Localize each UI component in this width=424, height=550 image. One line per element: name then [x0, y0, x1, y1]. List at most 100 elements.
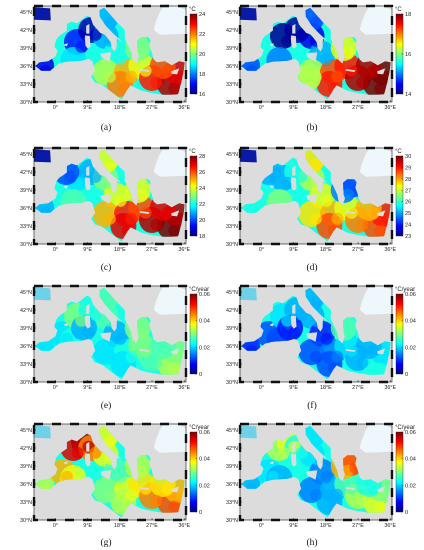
colorbar-tick-label: 0: [199, 510, 202, 516]
island: [100, 52, 112, 62]
atlantic-patch: [240, 149, 257, 163]
lat-tick-label: 45°N: [20, 428, 32, 434]
island: [86, 166, 90, 176]
colorbar-tick-label: 18: [405, 12, 411, 18]
lat-tick-label: 33°N: [226, 500, 238, 506]
island: [86, 442, 90, 452]
lon-tick-label: 18°E: [320, 247, 332, 253]
caption-b: (b): [306, 123, 318, 133]
island: [100, 470, 112, 480]
island: [86, 24, 90, 34]
lon-tick-label: 9°E: [289, 105, 298, 111]
colorbar-tick-label: 22: [199, 202, 205, 208]
lat-tick-label: 39°N: [20, 464, 32, 470]
lat-tick-label: 33°N: [20, 362, 32, 368]
colorbar-tick-label: 18: [199, 234, 205, 240]
lat-tick-label: 45°N: [226, 10, 238, 16]
caption-a: (a): [100, 123, 112, 133]
colorbar-tick-label: 24: [199, 186, 205, 192]
lat-tick-label: 30°N: [20, 242, 32, 248]
island: [292, 166, 296, 176]
lat-tick-label: 39°N: [20, 326, 32, 332]
colorbar-tick-label: 0.06: [199, 430, 210, 436]
lon-tick-label: 0°: [259, 385, 264, 391]
island: [345, 487, 356, 490]
lat-tick-label: 45°N: [226, 152, 238, 158]
island: [64, 323, 68, 327]
panel-a: 30°N 33°N 36°N 39°N 42°N 45°N 0° 9°E 18°E 27°E 36°…: [16, 3, 216, 116]
lat-tick-label: 30°N: [226, 100, 238, 106]
island: [270, 185, 274, 189]
colorbar-tick-label: 23: [405, 234, 411, 240]
lat-tick-label: 39°N: [226, 464, 238, 470]
lon-tick-label: 0°: [53, 247, 58, 253]
lon-tick-label: 0°: [259, 523, 264, 529]
colorbar-tick-label: 22: [199, 32, 205, 38]
colorbar-unit: °C/year: [395, 425, 415, 431]
lon-tick-label: 18°E: [114, 385, 126, 391]
island: [377, 486, 386, 493]
island: [306, 194, 318, 204]
colorbar-tick-label: 0: [405, 372, 408, 378]
lon-tick-label: 27°E: [352, 385, 364, 391]
lat-tick-label: 36°N: [20, 64, 32, 70]
lon-tick-label: 36°E: [178, 385, 190, 391]
black-sea: [153, 145, 186, 177]
colorbar-tick-label: 28: [199, 154, 205, 160]
island: [171, 68, 180, 75]
lon-tick-label: 27°E: [352, 247, 364, 253]
lon-tick-label: 18°E: [114, 523, 126, 529]
lat-tick-label: 36°N: [20, 344, 32, 350]
colorbar-tick-label: 0.04: [405, 457, 416, 463]
island: [171, 348, 180, 355]
island: [100, 194, 112, 204]
colorbar-tick-label: 25: [405, 211, 411, 217]
colorbar-tick-label: 16: [199, 92, 205, 98]
lon-tick-label: 9°E: [83, 247, 92, 253]
island: [377, 210, 386, 217]
island: [290, 177, 297, 191]
lon-tick-label: 9°E: [289, 523, 298, 529]
lat-tick-label: 39°N: [226, 46, 238, 52]
lat-tick-label: 30°N: [20, 518, 32, 524]
island: [290, 35, 297, 49]
island: [292, 304, 296, 314]
colorbar-tick-label: 24: [405, 223, 411, 229]
lat-tick-label: 33°N: [20, 82, 32, 88]
lat-tick-label: 39°N: [226, 188, 238, 194]
island: [171, 210, 180, 217]
island: [306, 470, 318, 480]
lat-tick-label: 42°N: [20, 28, 32, 34]
colorbar-tick-label: 20: [199, 52, 205, 58]
lat-tick-label: 36°N: [226, 64, 238, 70]
colorbar-tick-label: 0.02: [199, 345, 210, 351]
colorbar-tick-label: 0: [405, 510, 408, 516]
colorbar-unit: °C/year: [189, 287, 209, 293]
lon-tick-label: 18°E: [320, 385, 332, 391]
panel-g: 30°N 33°N 36°N 39°N 42°N 45°N 0° 9°E 18°E 27°E 36°…: [16, 421, 216, 534]
colorbar-tick-label: 26: [405, 200, 411, 206]
colorbar: [189, 431, 198, 513]
island: [100, 332, 112, 342]
atlantic-patch: [34, 287, 51, 301]
lat-tick-label: 33°N: [20, 500, 32, 506]
lat-tick-label: 30°N: [20, 100, 32, 106]
lat-tick-label: 42°N: [226, 170, 238, 176]
atlantic-patch: [34, 7, 51, 21]
atlantic-patch: [34, 149, 51, 163]
lat-tick-label: 39°N: [20, 188, 32, 194]
colorbar-tick-label: 30: [405, 154, 411, 160]
lat-tick-label: 39°N: [226, 326, 238, 332]
colorbar-tick-label: 0.02: [405, 345, 416, 351]
colorbar-unit: °C: [395, 7, 402, 13]
map-figure-d: 30°N 33°N 36°N 39°N 42°N 45°N 0° 9°E 18°E 27°E 36°…: [226, 145, 411, 253]
lon-tick-label: 36°E: [384, 523, 396, 529]
black-sea: [153, 421, 186, 453]
island: [377, 68, 386, 75]
caption-e: (e): [100, 401, 112, 411]
lon-tick-label: 27°E: [146, 105, 158, 111]
colorbar-tick-label: 0.04: [199, 319, 210, 325]
colorbar: [395, 293, 404, 375]
island: [306, 52, 318, 62]
colorbar-tick-label: 26: [199, 170, 205, 176]
